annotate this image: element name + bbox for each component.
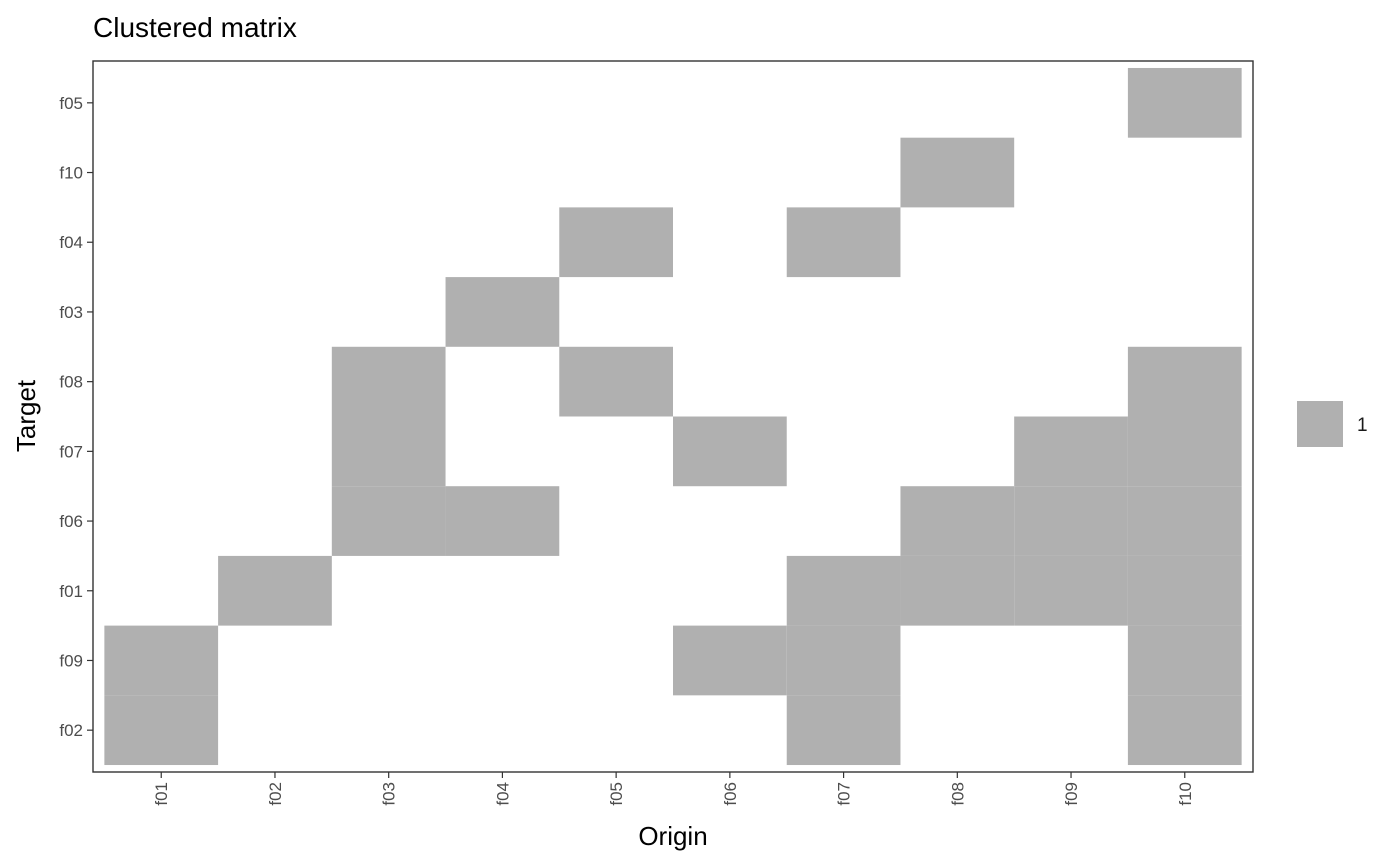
heatmap-cell-f10-f01 xyxy=(1127,555,1242,626)
x-tick-label-f09: f09 xyxy=(1062,782,1081,806)
x-tick-label-f07: f07 xyxy=(835,782,854,806)
heatmap-cell-f07-f02 xyxy=(786,695,901,766)
y-axis-title: Target xyxy=(11,379,41,452)
x-tick-label-f02: f02 xyxy=(266,782,285,806)
heatmap-cell-f04-f06 xyxy=(445,486,560,556)
x-tick-label-f10: f10 xyxy=(1176,782,1195,806)
heatmap-cell-f08-f01 xyxy=(900,555,1015,626)
y-tick-label-f07: f07 xyxy=(59,442,83,461)
heatmap-cell-f03-f06 xyxy=(331,486,446,556)
heatmap-cell-f02-f01 xyxy=(218,555,332,626)
heatmap-cell-f10-f05 xyxy=(1127,67,1242,138)
heatmap-cell-f08-f10 xyxy=(900,137,1015,208)
x-tick-label-f05: f05 xyxy=(607,782,626,806)
panel-border xyxy=(92,60,1254,773)
heatmap-cell-f01-f02 xyxy=(104,695,219,766)
y-tick-label-f01: f01 xyxy=(59,582,83,601)
heatmap-cells xyxy=(104,67,1242,766)
heatmap-cell-f03-f07 xyxy=(331,416,446,487)
heatmap-cell-f05-f04 xyxy=(559,207,673,278)
legend-label-1: 1 xyxy=(1357,415,1368,436)
heatmap-cell-f03-f08 xyxy=(331,346,446,417)
y-tick-label-f03: f03 xyxy=(59,303,83,322)
legend-key-1 xyxy=(1297,401,1343,447)
heatmap-cell-f09-f01 xyxy=(1014,555,1128,626)
y-tick-label-f08: f08 xyxy=(59,373,83,392)
heatmap-cell-f10-f07 xyxy=(1127,416,1242,487)
heatmap-cell-f10-f02 xyxy=(1127,695,1242,766)
heatmap-cell-f07-f09 xyxy=(786,625,901,696)
heatmap-cell-f06-f09 xyxy=(673,625,787,696)
heatmap-cell-f04-f03 xyxy=(445,277,560,347)
chart-title: Clustered matrix xyxy=(93,12,297,43)
heatmap-cell-f01-f09 xyxy=(104,625,219,696)
heatmap-cell-f10-f08 xyxy=(1127,346,1242,417)
y-axis: f02 f09 f01 f06 f07 f08 f03 f04 f10 f05 xyxy=(59,94,93,740)
x-axis: f01 f02 f03 f04 f05 f06 f07 f08 f09 f10 xyxy=(152,772,1195,806)
heatmap-cell-f06-f07 xyxy=(673,416,787,487)
heatmap-cell-f09-f06 xyxy=(1014,486,1128,556)
x-tick-label-f01: f01 xyxy=(152,782,171,806)
y-tick-label-f05: f05 xyxy=(59,94,83,113)
y-tick-label-f02: f02 xyxy=(59,721,83,740)
y-tick-label-f04: f04 xyxy=(59,233,83,252)
y-tick-label-f09: f09 xyxy=(59,651,83,670)
heatmap-cell-f10-f06 xyxy=(1127,486,1242,556)
heatmap-cell-f10-f09 xyxy=(1127,625,1242,696)
heatmap-cell-f05-f08 xyxy=(559,346,673,417)
y-tick-label-f10: f10 xyxy=(59,164,83,183)
y-tick-label-f06: f06 xyxy=(59,512,83,531)
heatmap-cell-f07-f01 xyxy=(786,555,901,626)
x-tick-label-f06: f06 xyxy=(721,782,740,806)
heatmap-cell-f09-f07 xyxy=(1014,416,1128,487)
heatmap-cell-f07-f04 xyxy=(786,207,901,278)
x-tick-label-f04: f04 xyxy=(493,782,512,806)
x-tick-label-f08: f08 xyxy=(948,782,967,806)
x-axis-title: Origin xyxy=(638,821,707,851)
x-tick-label-f03: f03 xyxy=(380,782,399,806)
legend: 1 xyxy=(1297,401,1368,447)
heatmap-cell-f08-f06 xyxy=(900,486,1015,556)
